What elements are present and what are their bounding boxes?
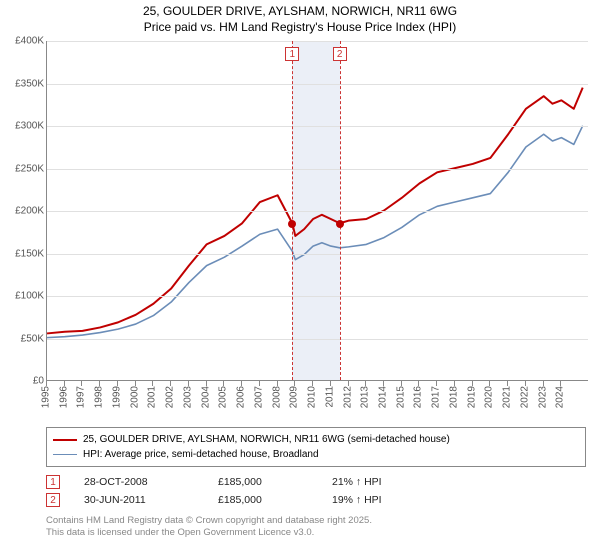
legend-item-property: 25, GOULDER DRIVE, AYLSHAM, NORWICH, NR1…	[53, 432, 579, 447]
legend-swatch-hpi	[53, 454, 77, 456]
x-tick-label: 2015	[395, 386, 406, 408]
x-tick-label: 1998	[94, 386, 105, 408]
x-tick-label: 2010	[307, 386, 318, 408]
sales-hpi: 19% ↑ HPI	[332, 494, 432, 506]
y-tick-label: £350K	[15, 78, 44, 89]
legend-label-hpi: HPI: Average price, semi-detached house,…	[83, 447, 319, 462]
x-tick-label: 2004	[200, 386, 211, 408]
chart-title: 25, GOULDER DRIVE, AYLSHAM, NORWICH, NR1…	[8, 4, 592, 35]
x-tick-label: 2012	[342, 386, 353, 408]
marker-badge: 2	[333, 47, 347, 61]
chart-container: 25, GOULDER DRIVE, AYLSHAM, NORWICH, NR1…	[0, 0, 600, 560]
legend-item-hpi: HPI: Average price, semi-detached house,…	[53, 447, 579, 462]
sales-table: 1 28-OCT-2008 £185,000 21% ↑ HPI 2 30-JU…	[46, 475, 592, 511]
x-tick-label: 2023	[537, 386, 548, 408]
x-tick-label: 2013	[360, 386, 371, 408]
sales-marker-badge: 1	[46, 475, 60, 489]
title-line2: Price paid vs. HM Land Registry's House …	[8, 20, 592, 36]
footnote-line1: Contains HM Land Registry data © Crown c…	[46, 515, 592, 527]
x-tick-label: 2006	[236, 386, 247, 408]
marker-line	[292, 41, 293, 380]
x-tick-label: 2009	[289, 386, 300, 408]
sales-hpi: 21% ↑ HPI	[332, 476, 432, 488]
sales-row: 1 28-OCT-2008 £185,000 21% ↑ HPI	[46, 475, 592, 489]
chart-area: £0£50K£100K£150K£200K£250K£300K£350K£400…	[8, 41, 592, 421]
x-tick-label: 2024	[555, 386, 566, 408]
sales-marker-badge: 2	[46, 493, 60, 507]
sales-price: £185,000	[218, 494, 308, 506]
plot-region: 12	[46, 41, 588, 381]
marker-badge: 1	[285, 47, 299, 61]
x-tick-label: 2007	[253, 386, 264, 408]
x-tick-label: 2011	[324, 386, 335, 408]
x-tick-label: 1996	[58, 386, 69, 408]
x-tick-label: 1999	[111, 386, 122, 408]
x-tick-label: 2002	[165, 386, 176, 408]
y-tick-label: £50K	[21, 333, 44, 344]
x-tick-label: 1995	[41, 386, 52, 408]
x-tick-label: 2008	[271, 386, 282, 408]
x-tick-label: 2018	[448, 386, 459, 408]
x-tick-label: 2016	[413, 386, 424, 408]
sales-date: 28-OCT-2008	[84, 476, 194, 488]
legend-label-property: 25, GOULDER DRIVE, AYLSHAM, NORWICH, NR1…	[83, 432, 450, 447]
y-axis: £0£50K£100K£150K£200K£250K£300K£350K£400…	[8, 41, 46, 381]
title-line1: 25, GOULDER DRIVE, AYLSHAM, NORWICH, NR1…	[8, 4, 592, 20]
x-tick-label: 2014	[378, 386, 389, 408]
legend-swatch-property	[53, 439, 77, 441]
x-tick-label: 2003	[182, 386, 193, 408]
sales-date: 30-JUN-2011	[84, 494, 194, 506]
footnote: Contains HM Land Registry data © Crown c…	[46, 515, 592, 539]
x-tick-label: 2000	[129, 386, 140, 408]
sales-price: £185,000	[218, 476, 308, 488]
x-tick-label: 2017	[431, 386, 442, 408]
x-tick-label: 1997	[76, 386, 87, 408]
marker-line	[340, 41, 341, 380]
x-tick-label: 2021	[502, 386, 513, 408]
y-tick-label: £150K	[15, 248, 44, 259]
x-tick-label: 2005	[218, 386, 229, 408]
x-tick-label: 2022	[519, 386, 530, 408]
y-tick-label: £200K	[15, 206, 44, 217]
x-tick-label: 2020	[484, 386, 495, 408]
series-hpi	[47, 126, 583, 338]
marker-dot	[288, 220, 296, 228]
sales-row: 2 30-JUN-2011 £185,000 19% ↑ HPI	[46, 493, 592, 507]
y-tick-label: £100K	[15, 291, 44, 302]
y-tick-label: £250K	[15, 163, 44, 174]
y-tick-label: £300K	[15, 121, 44, 132]
legend: 25, GOULDER DRIVE, AYLSHAM, NORWICH, NR1…	[46, 427, 586, 467]
y-tick-label: £400K	[15, 36, 44, 47]
x-tick-label: 2001	[147, 386, 158, 408]
marker-dot	[336, 220, 344, 228]
x-tick-label: 2019	[466, 386, 477, 408]
footnote-line2: This data is licensed under the Open Gov…	[46, 527, 592, 539]
x-axis: 1995199619971998199920002001200220032004…	[46, 381, 588, 421]
